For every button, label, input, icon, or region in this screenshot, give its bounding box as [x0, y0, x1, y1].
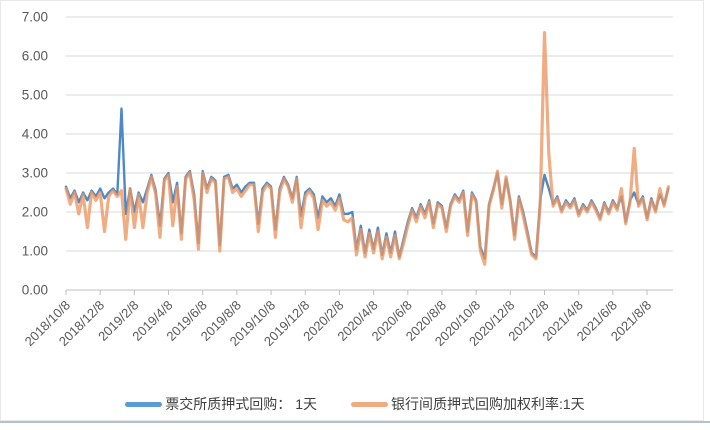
y-axis-tick-label: 7.00 — [22, 10, 48, 25]
y-axis-tick-label: 5.00 — [22, 88, 48, 103]
legend-label-exchange-pledged-repo: 票交所质押式回购： 1天 — [165, 396, 317, 412]
series-line-1 — [64, 30, 671, 266]
y-axis-tick-label: 4.00 — [22, 127, 48, 142]
legend: 票交所质押式回购： 1天 银行间质押式回购加权利率:1天 — [0, 391, 710, 417]
y-axis-tick-label: 6.00 — [22, 49, 48, 64]
y-axis-tick-label: 1.00 — [22, 244, 48, 259]
legend-item-interbank-pledged-repo: 银行间质押式回购加权利率:1天 — [351, 394, 585, 414]
legend-label-interbank-pledged-repo: 银行间质押式回购加权利率:1天 — [391, 396, 585, 412]
y-axis-tick-label: 3.00 — [22, 166, 48, 181]
bottom-divider-rule — [0, 421, 710, 423]
legend-item-exchange-pledged-repo: 票交所质押式回购： 1天 — [125, 394, 317, 414]
legend-swatch-orange-line — [351, 401, 388, 407]
line-chart-plot-area: 0.001.002.003.004.005.006.007.002018/10/… — [22, 10, 673, 349]
y-axis-tick-label: 0.00 — [22, 283, 48, 298]
y-axis-tick-label: 2.00 — [22, 205, 48, 220]
legend-swatch-blue-line — [125, 401, 163, 407]
